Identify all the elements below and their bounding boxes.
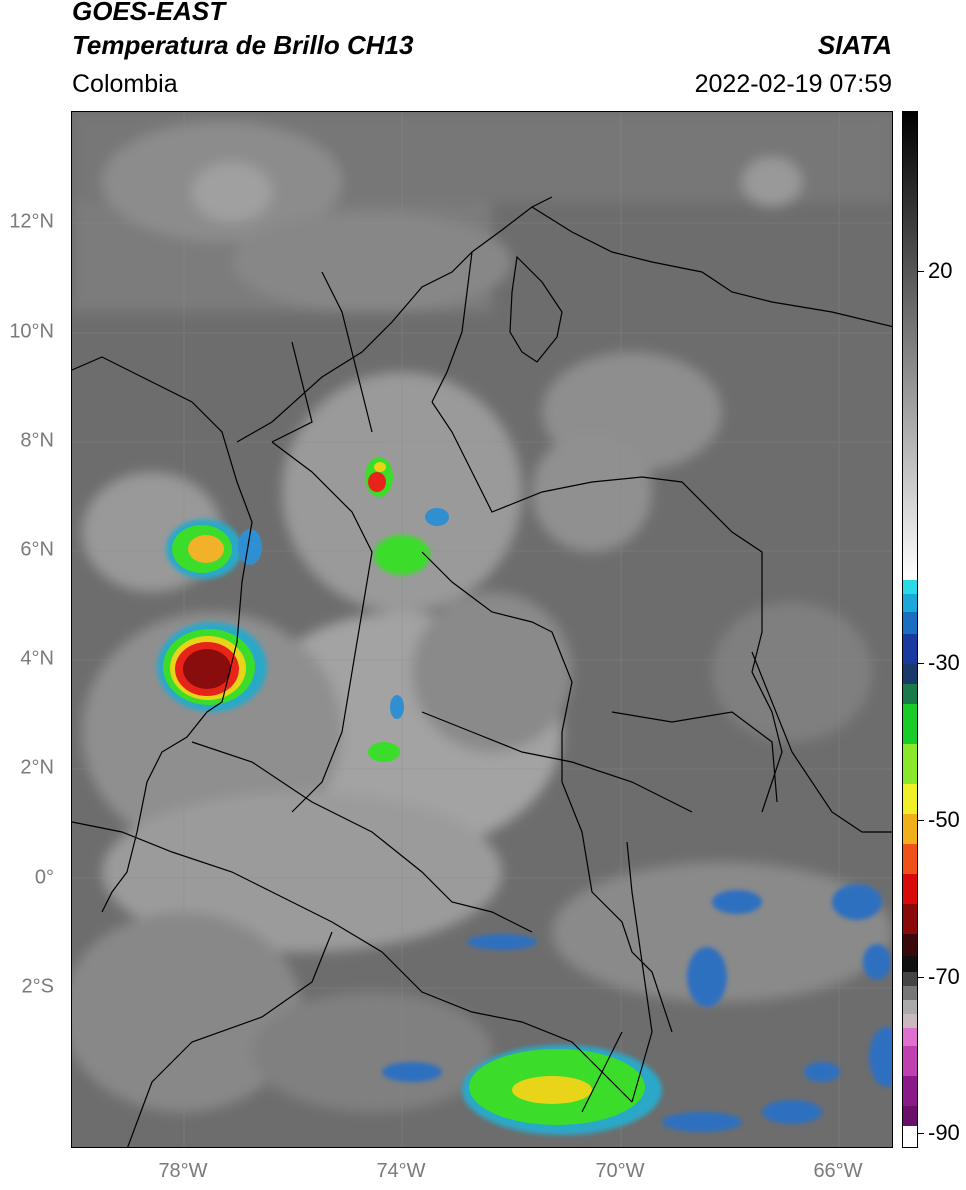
satellite-title: GOES-EAST bbox=[72, 0, 226, 26]
lat-label-2s: 2°S bbox=[21, 975, 54, 998]
temperature-colorbar bbox=[902, 111, 918, 1148]
convective-cell-santander bbox=[365, 457, 393, 497]
colorbar-label-minus90: -90 bbox=[928, 1120, 960, 1145]
institution-label: SIATA bbox=[817, 30, 892, 60]
convective-cell-pacific-south bbox=[157, 622, 267, 712]
colorbar-tick bbox=[918, 977, 924, 978]
satellite-map bbox=[71, 111, 893, 1148]
colorbar-label-minus30: -30 bbox=[928, 650, 960, 675]
colorbar-tick bbox=[918, 663, 924, 664]
lat-label-4n: 4°N bbox=[20, 647, 54, 670]
colorbar-label-20: 20 bbox=[928, 258, 953, 283]
convective-cell-cauca bbox=[368, 695, 404, 762]
colorbar-tick bbox=[918, 820, 924, 821]
convective-cell-antioquia bbox=[374, 508, 449, 575]
lat-label-10n: 10°N bbox=[9, 320, 54, 343]
lat-label-8n: 8°N bbox=[20, 429, 54, 452]
product-title: Temperatura de Brillo CH13 bbox=[72, 30, 414, 60]
region-label: Colombia bbox=[72, 70, 178, 98]
colorbar-label-minus50: -50 bbox=[928, 807, 960, 832]
lon-label-70w: 70°W bbox=[595, 1160, 645, 1182]
convective-cell-amazon bbox=[462, 1045, 662, 1135]
lon-label-78w: 78°W bbox=[158, 1160, 208, 1182]
colorbar-tick bbox=[918, 1133, 924, 1134]
lat-label-0: 0° bbox=[34, 866, 54, 889]
lat-label-12n: 12°N bbox=[9, 210, 54, 233]
lon-label-74w: 74°W bbox=[376, 1160, 426, 1182]
convective-cell-east bbox=[382, 884, 892, 1132]
lat-label-2n: 2°N bbox=[20, 756, 54, 779]
timestamp-label: 2022-02-19 07:59 bbox=[694, 70, 892, 98]
lat-label-6n: 6°N bbox=[20, 538, 54, 561]
lon-label-66w: 66°W bbox=[813, 1160, 863, 1182]
colorbar-label-minus70: -70 bbox=[928, 964, 960, 989]
coastlines-and-borders bbox=[72, 196, 892, 1147]
colorbar-tick bbox=[918, 271, 924, 272]
convective-cell-pacific-north bbox=[166, 519, 262, 579]
